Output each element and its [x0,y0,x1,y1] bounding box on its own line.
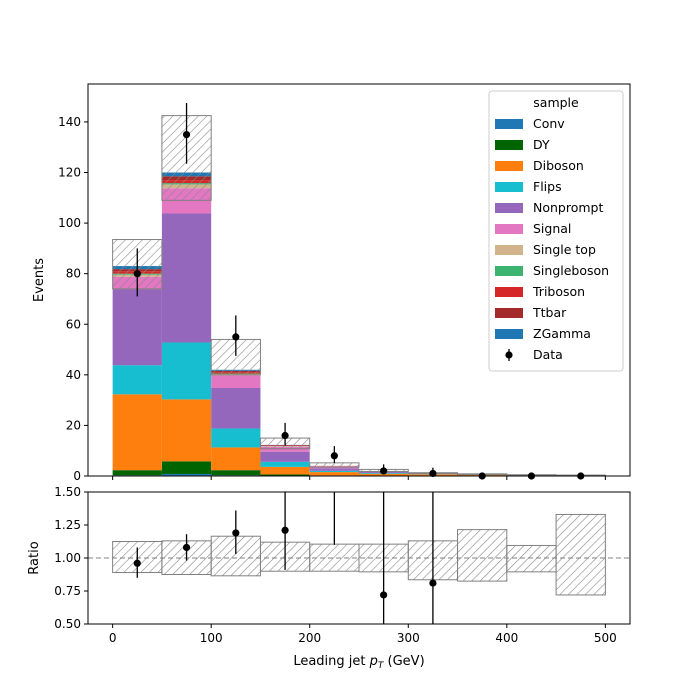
data-point [330,452,338,460]
bar-segment [309,468,359,471]
y-tick-label: 140 [58,115,81,129]
legend-title: sample [533,95,579,110]
data-point [429,469,437,478]
legend-swatch [495,182,523,192]
ratio-point [281,526,289,534]
bar-segment [309,472,359,476]
legend-swatch [495,287,523,297]
x-tick-label: 0 [109,631,117,645]
legend-label: Diboson [533,158,584,173]
x-tick-label: 200 [298,631,321,645]
legend-label: Signal [533,221,571,236]
legend-swatch [495,308,523,318]
bar-segment [211,470,261,476]
legend-swatch [495,140,523,150]
data-points [133,102,585,480]
legend-label: Single top [533,242,596,257]
x-tick-label: 500 [594,631,617,645]
bar-segment [211,387,261,429]
ratio-band-bin [309,543,360,572]
main-plot-panel: 0 20 40 60 80 100 120 140 Events [32,83,631,483]
data-point [232,333,240,341]
y-tick-label: 60 [66,317,81,331]
legend-label: Flips [533,179,562,194]
legend-data-marker [505,351,513,359]
uncertainty-band-bin [309,462,360,468]
bar-segment [211,375,261,388]
bar-segment [161,399,212,462]
legend-swatch [495,119,523,129]
bar-segment [211,428,261,448]
bar-segment [112,289,162,366]
y-tick-label: 1.00 [54,551,81,565]
ratio-y-axis-label: Ratio [27,541,42,574]
legend: sample Conv DY Diboson Flips Nonprompt Signal S… [488,90,624,372]
bar-segment [112,470,162,476]
data-point [133,270,141,278]
data-point [182,130,191,139]
bar-segment [260,466,310,475]
x-tick-label: 100 [200,631,223,645]
legend-swatch [495,203,523,213]
y-tick-label: 80 [66,267,81,281]
main-y-axis: 0 20 40 60 80 100 120 140 [58,115,88,483]
y-tick-label: 0.50 [54,617,81,631]
bar-segment [161,473,212,476]
y-tick-label: 20 [66,418,81,432]
ratio-point [380,591,388,599]
bar-segment [112,394,162,471]
ratio-band-bin [457,529,508,582]
ratio-band-bin [555,513,606,596]
y-tick-label: 0 [73,469,81,483]
bar-segment [211,447,261,471]
legend-label: Nonprompt [533,200,603,215]
ratio-panel: 0.50 0.75 1.00 1.25 1.50 0 100 200 300 400 500 Ra… [27,485,631,671]
x-tick-label: 300 [397,631,420,645]
ratio-band-bin [506,544,557,573]
legend-label: ZGamma [533,326,591,341]
bar-segment [161,213,212,343]
bar-segment [161,461,212,474]
legend-swatch [495,224,523,234]
y-tick-label: 0.75 [54,584,81,598]
x-axis: 0 100 200 300 400 500 [109,624,617,645]
legend-swatch [495,266,523,276]
ratio-point [182,543,191,552]
y-tick-label: 100 [58,216,81,230]
bar-segment [260,461,310,467]
main-plot-frame [87,83,631,477]
bar-segment [309,470,359,473]
legend-swatch [495,245,523,255]
bar-segment [260,446,310,452]
bar-segment [260,474,310,476]
legend-label: Singleboson [533,263,609,278]
data-point [281,431,289,440]
y-tick-label: 120 [58,166,81,180]
legend-swatch [495,329,523,339]
data-point [380,467,388,475]
x-tick-label: 400 [495,631,518,645]
ratio-point [232,529,240,537]
ratio-point [429,579,437,587]
bar-segment [112,365,162,395]
legend-label: Ttbar [532,305,567,320]
legend-label: Conv [533,116,565,131]
bar-segment [359,473,409,476]
bar-segment [260,451,310,462]
y-tick-label: 1.25 [54,518,81,532]
main-y-axis-label: Events [32,258,47,302]
x-axis-label: Leading jet pT (GeV) [293,654,424,671]
legend-label: Data [533,347,563,362]
y-tick-label: 40 [66,368,81,382]
legend-swatch [495,161,523,171]
ratio-point [133,559,141,567]
bar-segment [161,342,212,400]
legend-label: DY [533,137,550,152]
main-x-ticks [112,476,606,480]
ratio-points [133,492,437,624]
legend-label: Triboson [532,284,585,299]
y-tick-label: 1.50 [54,485,81,499]
ratio-y-axis: 0.50 0.75 1.00 1.25 1.50 [54,485,88,631]
